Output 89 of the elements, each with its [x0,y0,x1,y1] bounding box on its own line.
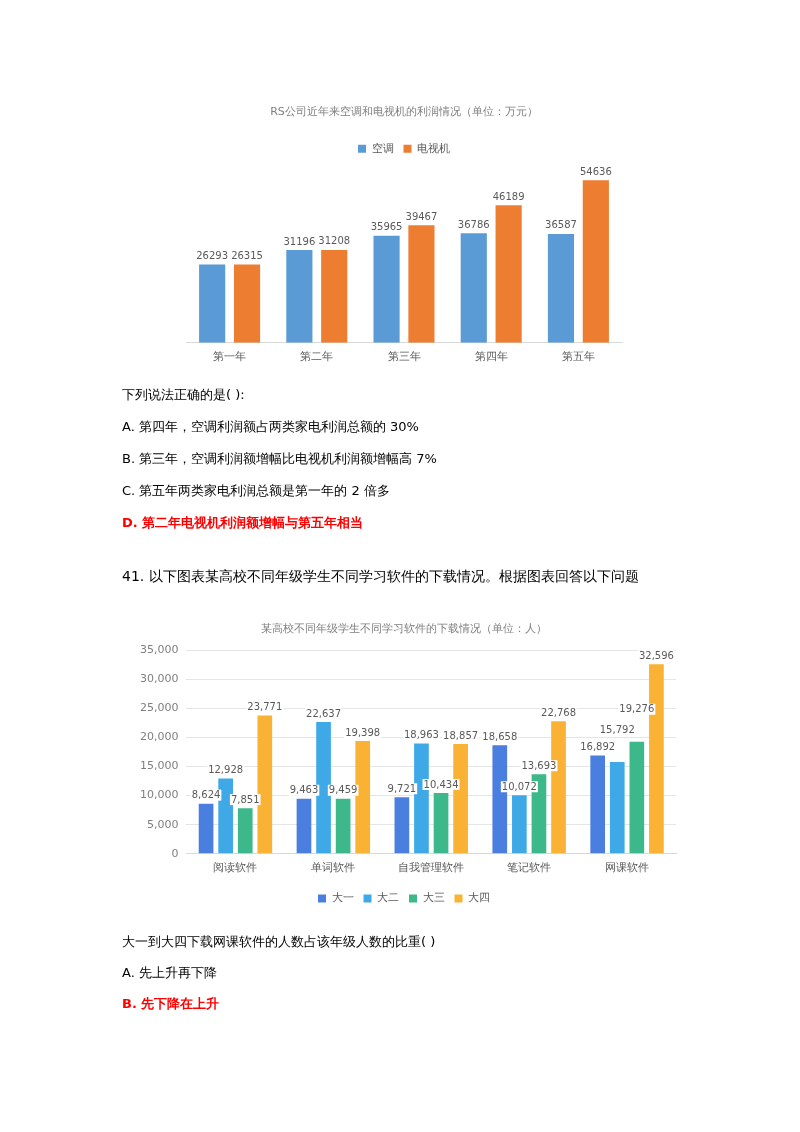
bar [495,205,522,343]
legend-label: 大一 [331,891,354,905]
data-label: 36786 [457,218,490,230]
data-label: 26315 [231,250,263,262]
bar [335,798,351,854]
data-label: 32,596 [638,649,674,661]
data-label: 10,072 [501,780,537,792]
y-tick-label: 0 [171,846,179,860]
data-label: 13,693 [521,759,557,771]
x-tick-label: 第二年 [300,350,334,364]
bar [373,235,400,343]
bar [296,798,312,854]
data-label: 18,963 [403,729,439,741]
bar [237,808,253,854]
data-label: 19,276 [619,703,655,715]
data-label: 9,721 [387,782,417,794]
chart-title: RS公司近年来空调和电视机的利润情况（单位：万元） [270,105,538,119]
data-label: 16,892 [580,741,616,753]
bar [198,803,214,854]
data-label: 46189 [492,190,525,202]
bar [286,249,313,343]
text: A. 第四年，空调利润额占两类家电利润总额的 30% [122,418,419,436]
data-label: 10,434 [423,778,459,790]
data-label: 18,857 [443,729,479,741]
bar [199,264,226,343]
text: 41. 以下图表某高校不同年级学生不同学习软件的下载情况。根据图表回答以下问题 [122,568,639,586]
x-tick-label: 第一年 [213,350,247,364]
data-label: 8,624 [191,789,221,801]
bar [408,225,435,343]
text: B. 先下降在上升 [122,995,220,1013]
y-tick-label: 20,000 [139,730,179,744]
bar [394,797,410,854]
text: 大一到大四下载网课软件的人数占该年级人数的比重( ) [122,933,436,951]
data-label: 39467 [405,210,438,222]
y-tick-label: 10,000 [139,788,179,802]
x-tick-label: 第三年 [387,350,421,364]
bar [218,778,233,854]
x-tick-label: 笔记软件 [507,861,552,875]
data-label: 12,928 [208,764,244,776]
bar [582,180,609,343]
data-label: 23,771 [247,701,283,713]
x-tick-label: 自我管理软件 [398,861,465,875]
data-label: 7,851 [230,793,260,805]
bar [629,741,645,854]
data-label: 31208 [318,235,351,247]
text: D. 第二年电视机利润额增幅与第五年相当 [122,514,364,532]
data-label: 36587 [545,219,577,231]
bar [316,722,331,854]
data-label: 15,792 [599,723,635,735]
data-label: 31196 [283,235,316,247]
bar [512,795,527,854]
data-label: 35965 [370,221,403,233]
text: 下列说法正确的是( ): [122,386,245,404]
x-tick-label: 单词软件 [311,861,356,875]
data-label: 9,459 [328,784,358,796]
data-label: 19,398 [345,726,381,738]
legend-label: 大四 [468,891,490,905]
bar [233,264,261,343]
x-tick-label: 网课软件 [605,861,650,875]
chart-title: 某高校不同年级学生不同学习软件的下载情况（单位：人） [261,622,547,636]
bar [460,233,487,343]
legend-label: 大三 [422,891,445,905]
text: B. 第三年，空调利润额增幅比电视机利润额增幅高 7% [122,450,437,468]
bar [321,249,348,343]
bar [355,740,371,854]
data-label: 22,768 [541,706,577,718]
y-tick-label: 5,000 [146,817,179,831]
bar [547,233,575,343]
y-tick-label: 15,000 [139,759,179,773]
x-tick-label: 第五年 [561,350,595,364]
bar [609,761,625,854]
bar [590,755,606,854]
text: C. 第五年两类家电利润总额是第一年的 2 倍多 [122,482,390,500]
data-label: 9,463 [289,784,319,796]
y-tick-label: 30,000 [139,672,179,686]
x-tick-label: 第四年 [474,350,508,364]
data-label: 26293 [196,250,229,262]
legend-label: 空调 [371,141,394,155]
data-label: 22,637 [306,707,342,719]
x-tick-label: 阅读软件 [213,861,258,875]
legend-label: 大二 [377,891,399,905]
bar [433,793,449,854]
legend-label: 电视机 [417,141,450,155]
y-tick-label: 35,000 [139,643,179,657]
data-label: 54636 [579,165,612,177]
y-tick-label: 25,000 [139,701,179,715]
bar [257,715,273,854]
data-label: 18,658 [482,730,518,742]
text: A. 先上升再下降 [122,964,217,982]
